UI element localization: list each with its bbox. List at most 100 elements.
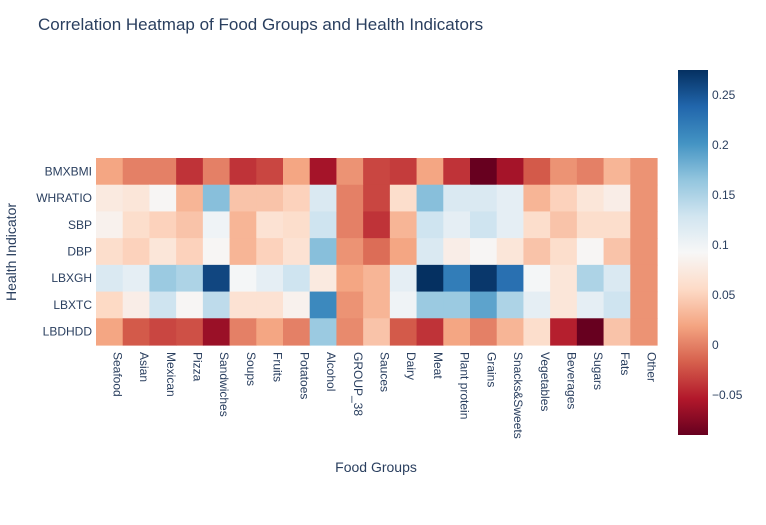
heatmap-cell — [630, 211, 658, 239]
heatmap-cell — [122, 211, 151, 239]
colorbar-tick-label: 0.2 — [712, 138, 729, 152]
heatmap-cell — [496, 238, 525, 266]
heatmap-cell — [363, 184, 391, 213]
x-tick-label: Sandwiches — [217, 352, 231, 417]
heatmap-cell — [630, 291, 658, 319]
heatmap-cells — [96, 158, 658, 346]
heatmap-cell — [470, 238, 498, 266]
heatmap-cell — [283, 158, 311, 186]
heatmap-cell — [416, 318, 444, 346]
heatmap-cell — [309, 291, 338, 319]
heatmap-cell — [550, 184, 578, 213]
heatmap-cell — [470, 184, 498, 213]
heatmap-cell — [149, 318, 177, 346]
y-tick-labels: BMXBMI WHRATIO SBP DBP LBXGH LBXTC LBDHDD — [36, 164, 92, 338]
heatmap-cell — [309, 264, 338, 293]
y-axis-title: Health Indicator — [3, 203, 19, 301]
heatmap-cell — [630, 184, 658, 213]
heatmap-cell — [470, 264, 498, 293]
heatmap-cell — [309, 318, 338, 346]
x-tick-label: Dairy — [404, 352, 418, 380]
colorbar-tick-label: 0 — [712, 338, 719, 352]
heatmap-cell — [630, 158, 658, 186]
heatmap-cell — [176, 238, 204, 266]
x-tick-label: Sauces — [378, 352, 392, 392]
heatmap-cell — [496, 184, 525, 213]
heatmap-cell — [603, 238, 631, 266]
heatmap-cell — [523, 291, 551, 319]
chart-title: Correlation Heatmap of Food Groups and H… — [38, 15, 483, 34]
x-tick-label: GROUP_38 — [351, 352, 365, 416]
heatmap-cell — [202, 238, 231, 266]
heatmap-cell — [256, 264, 284, 293]
x-tick-label: Asian — [137, 352, 151, 382]
heatmap-cell — [576, 264, 605, 293]
heatmap-cell — [523, 318, 551, 346]
heatmap-cell — [576, 318, 605, 346]
heatmap-cell — [122, 318, 151, 346]
heatmap-cell — [96, 158, 124, 186]
heatmap-cell — [470, 318, 498, 346]
heatmap-cell — [176, 291, 204, 319]
heatmap-cell — [96, 291, 124, 319]
heatmap-cell — [202, 158, 231, 186]
heatmap-cell — [550, 238, 578, 266]
heatmap-cell — [363, 264, 391, 293]
heatmap-cell — [122, 184, 151, 213]
heatmap-cell — [523, 158, 551, 186]
y-tick-label: LBXTC — [53, 298, 92, 312]
y-tick-label: WHRATIO — [36, 191, 92, 205]
colorbar-tick-label: 0.25 — [712, 88, 736, 102]
heatmap-cell — [309, 184, 338, 213]
heatmap-cell — [202, 184, 231, 213]
x-tick-label: Pizza — [191, 352, 205, 382]
heatmap-cell — [96, 264, 124, 293]
x-tick-label: Soups — [244, 352, 258, 386]
heatmap-cell — [176, 264, 204, 293]
heatmap-cell — [443, 211, 471, 239]
heatmap-cell — [122, 158, 151, 186]
x-tick-label: Alcohol — [324, 352, 338, 391]
heatmap-cell — [496, 318, 525, 346]
heatmap-cell — [229, 158, 257, 186]
heatmap-cell — [523, 211, 551, 239]
x-tick-label: Potatoes — [297, 352, 311, 399]
heatmap-cell — [283, 211, 311, 239]
heatmap-cell — [202, 264, 231, 293]
heatmap-cell — [122, 264, 151, 293]
x-tick-label: Other — [645, 352, 659, 382]
x-tick-label: Grains — [484, 352, 498, 387]
heatmap-cell — [603, 264, 631, 293]
heatmap-cell — [283, 291, 311, 319]
x-tick-label: Seafood — [110, 352, 124, 397]
heatmap-cell — [309, 211, 338, 239]
heatmap-cell — [96, 318, 124, 346]
heatmap-cell — [283, 184, 311, 213]
colorbar-tick-label: −0.05 — [712, 388, 743, 402]
heatmap-cell — [202, 318, 231, 346]
heatmap-cell — [336, 318, 364, 346]
heatmap-cell — [416, 238, 444, 266]
heatmap-cell — [96, 211, 124, 239]
heatmap-cell — [523, 238, 551, 266]
colorbar-tick-label: 0.15 — [712, 188, 736, 202]
heatmap-cell — [336, 184, 364, 213]
heatmap-cell — [523, 264, 551, 293]
heatmap-cell — [630, 264, 658, 293]
heatmap-cell — [122, 238, 151, 266]
heatmap-cell — [336, 158, 364, 186]
heatmap-cell — [363, 238, 391, 266]
x-tick-label: Meat — [431, 352, 445, 379]
heatmap-cell — [256, 238, 284, 266]
heatmap-cell — [229, 238, 257, 266]
heatmap-cell — [576, 291, 605, 319]
heatmap-cell — [496, 158, 525, 186]
colorbar-tick-labels: 0.25 0.2 0.15 0.1 0.05 0 −0.05 — [712, 88, 743, 402]
heatmap-cell — [496, 211, 525, 239]
colorbar-tick-label: 0.05 — [712, 288, 736, 302]
heatmap-cell — [176, 318, 204, 346]
heatmap-cell — [470, 158, 498, 186]
heatmap-cell — [229, 318, 257, 346]
heatmap-cell — [363, 211, 391, 239]
heatmap-cell — [176, 158, 204, 186]
